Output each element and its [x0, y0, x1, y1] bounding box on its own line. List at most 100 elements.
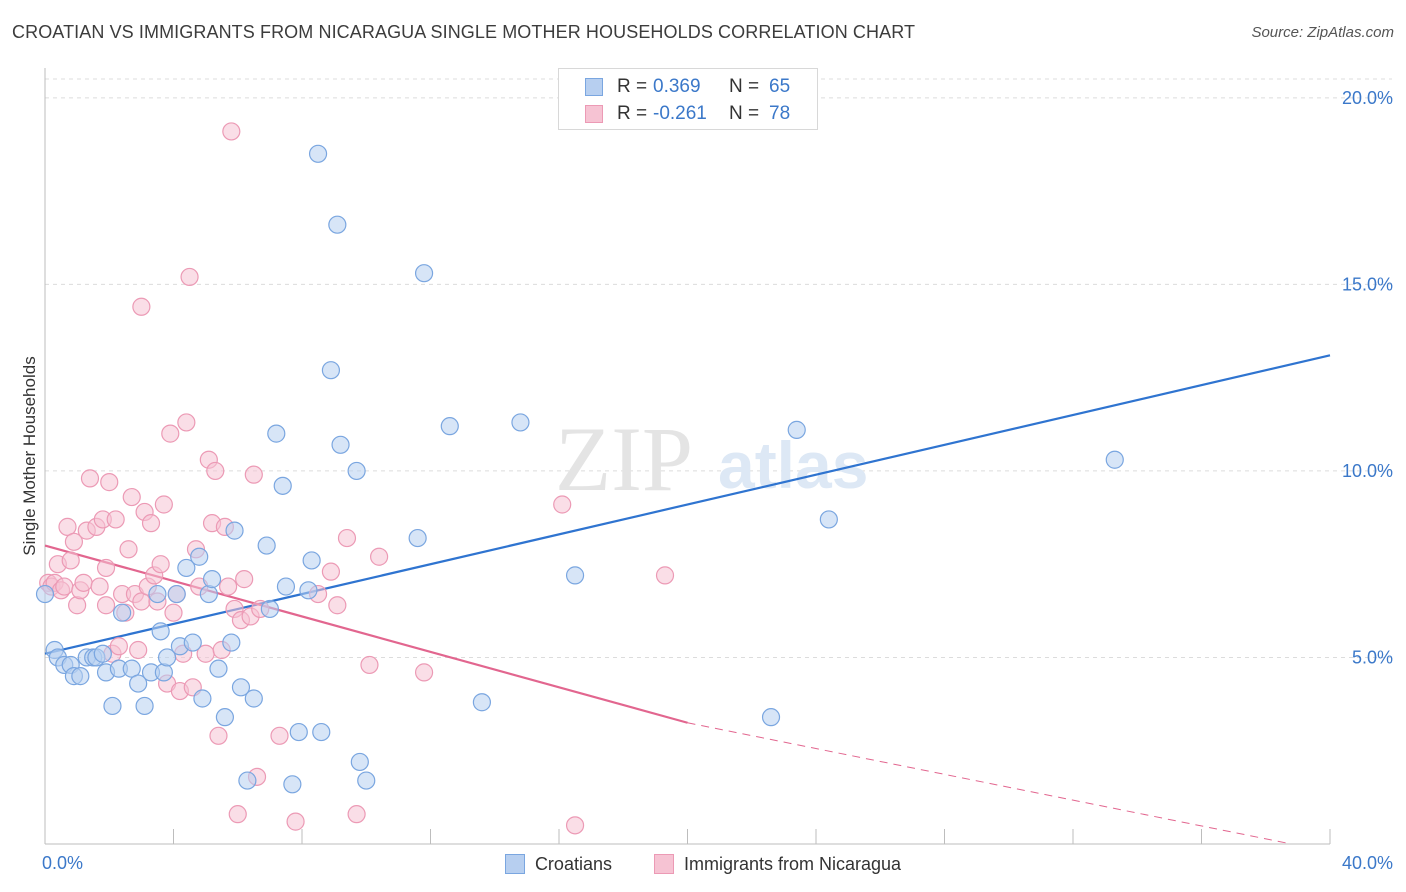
- nicaragua-trend-line-dashed: [687, 722, 1292, 845]
- nicaragua-point: [177, 413, 196, 432]
- correlation-legend: R = 0.369 N = 65 R = -0.261 N = 78: [558, 68, 818, 130]
- croatians-point: [328, 215, 347, 234]
- nicaragua-point: [244, 465, 263, 484]
- croatians-point: [135, 696, 154, 716]
- y-axis-label: Single Mother Households: [20, 356, 39, 556]
- legend-label-croatians: Croatians: [534, 853, 612, 874]
- croatians-point: [312, 722, 331, 742]
- nicaragua-point: [414, 663, 434, 682]
- croatians-point: [238, 771, 257, 790]
- croatians-point: [257, 536, 276, 555]
- croatians-point: [35, 584, 55, 604]
- series-nicaragua-points: [39, 122, 675, 835]
- legend-item-croatians: Croatians: [504, 853, 612, 875]
- legend-n-label: N =: [729, 76, 760, 97]
- croatians-point: [209, 659, 228, 678]
- croatians-point: [299, 581, 318, 600]
- croatians-point: [225, 521, 244, 540]
- nicaragua-point: [122, 487, 141, 507]
- legend-swatch-pink: [585, 105, 603, 123]
- nicaragua-point: [270, 726, 289, 745]
- croatians-point: [302, 551, 321, 570]
- nicaragua-point: [68, 596, 87, 615]
- nicaragua-point: [164, 603, 183, 622]
- croatians-point: [129, 674, 148, 693]
- croatians-point: [761, 708, 781, 727]
- croatians-point: [321, 361, 341, 380]
- nicaragua-point: [337, 528, 357, 548]
- legend-swatch-blue: [504, 854, 525, 874]
- croatians-point: [289, 722, 308, 742]
- nicaragua-point: [74, 573, 93, 592]
- nicaragua-point: [129, 640, 148, 660]
- legend-row-nicaragua: R = -0.261 N = 78: [585, 102, 790, 126]
- croatians-point: [260, 599, 279, 619]
- legend-row-croatians: R = 0.369 N = 65: [585, 75, 790, 99]
- nicaragua-point: [96, 596, 116, 615]
- legend-item-nicaragua: Immigrants from Nicaragua: [653, 853, 902, 875]
- croatians-point: [267, 424, 286, 443]
- croatians-point: [511, 413, 530, 432]
- croatians-point: [157, 648, 177, 667]
- croatians-point: [472, 693, 491, 712]
- y-tick-label: 5.0%: [1352, 647, 1393, 667]
- croatians-point: [148, 584, 167, 604]
- y-tick-label: 15.0%: [1342, 274, 1393, 294]
- croatians-point: [93, 644, 112, 663]
- croatians-point: [151, 622, 170, 641]
- nicaragua-point: [222, 122, 241, 141]
- legend-r-value: -0.261: [653, 103, 707, 124]
- series-legend: Croatians Immigrants from Nicaragua: [0, 852, 1406, 876]
- croatians-point: [154, 663, 173, 682]
- legend-r-label: R =: [617, 103, 648, 124]
- croatians-point: [357, 771, 376, 790]
- nicaragua-point: [565, 816, 585, 835]
- croatians-point: [199, 584, 218, 604]
- legend-n-value: 78: [769, 103, 791, 124]
- series-croatians-points: [35, 144, 1124, 794]
- croatians-point: [167, 584, 186, 604]
- x-tick-label: 40.0%: [1342, 853, 1393, 873]
- axes: [44, 68, 1331, 845]
- nicaragua-point: [209, 726, 228, 745]
- nicaragua-point: [61, 551, 80, 570]
- nicaragua-point: [109, 637, 128, 656]
- nicaragua-point: [655, 566, 675, 585]
- croatians-point: [350, 752, 369, 772]
- croatians-point: [71, 667, 90, 686]
- nicaragua-point: [347, 805, 366, 824]
- legend-r-label: R =: [617, 76, 648, 97]
- legend-label-nicaragua: Immigrants from Nicaragua: [683, 853, 902, 874]
- croatians-point: [787, 420, 806, 439]
- croatians-point: [215, 708, 234, 727]
- nicaragua-point: [328, 596, 347, 615]
- croatians-point: [177, 558, 196, 578]
- croatians-point: [193, 689, 212, 708]
- nicaragua-point: [161, 424, 180, 443]
- chart-source: Source: ZipAtlas.com: [1251, 24, 1394, 41]
- nicaragua-point: [154, 495, 173, 514]
- x-tick-label: 0.0%: [42, 853, 83, 873]
- nicaragua-point: [80, 469, 100, 488]
- legend-n-value: 65: [769, 76, 791, 97]
- nicaragua-point: [90, 577, 109, 596]
- watermark-atlas: atlas: [718, 428, 868, 502]
- nicaragua-point: [370, 547, 389, 566]
- nicaragua-point: [228, 805, 247, 824]
- y-tick-label: 10.0%: [1342, 461, 1393, 481]
- croatians-point: [222, 633, 241, 652]
- nicaragua-point: [64, 532, 84, 551]
- croatians-point: [112, 603, 132, 622]
- nicaragua-point: [286, 812, 305, 831]
- nicaragua-point: [100, 473, 119, 492]
- nicaragua-point: [132, 297, 151, 316]
- nicaragua-point: [55, 577, 74, 596]
- nicaragua-trend-line: [44, 544, 688, 724]
- nicaragua-point: [106, 510, 125, 529]
- nicaragua-point: [235, 570, 254, 589]
- nicaragua-point: [360, 655, 379, 675]
- nicaragua-point: [141, 514, 161, 533]
- nicaragua-point: [151, 555, 170, 574]
- croatians-point: [440, 417, 459, 436]
